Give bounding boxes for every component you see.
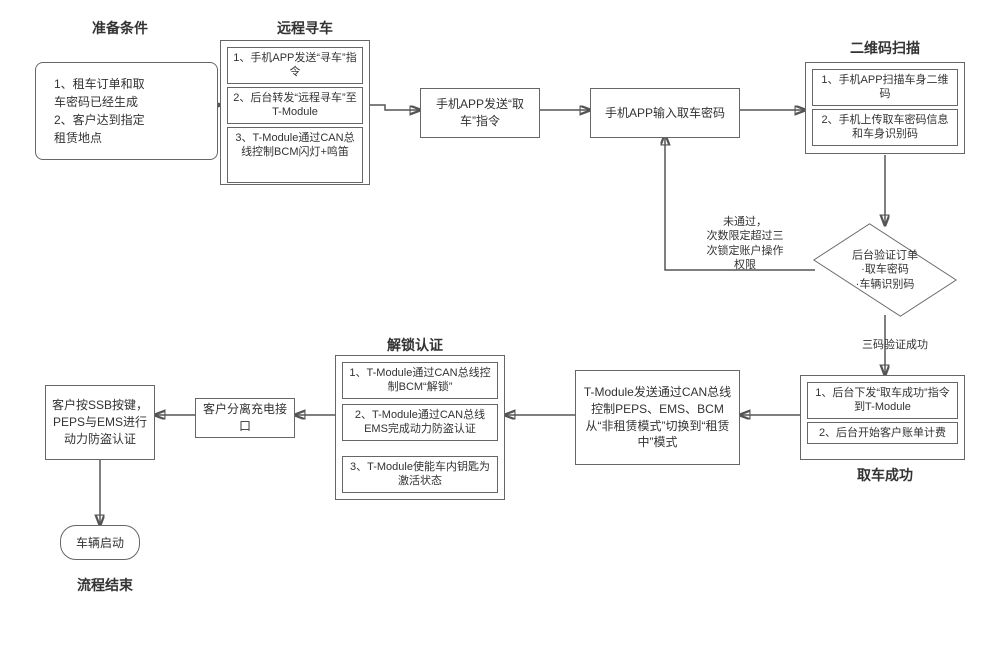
ssb-box: 客户按SSB按键，PEPS与EMS进行动力防盗认证 xyxy=(45,385,155,460)
enter-pwd-text: 手机APP输入取车密码 xyxy=(605,105,725,122)
verify-diamond: 后台验证订单 ·取车密码 ·车辆识别码 xyxy=(815,225,955,315)
title-prep: 准备条件 xyxy=(75,18,165,38)
title-unlock: 解锁认证 xyxy=(370,335,460,355)
ssb-text: 客户按SSB按键，PEPS与EMS进行动力防盗认证 xyxy=(50,397,150,447)
ps-s1: 1、后台下发“取车成功”指令到T-Module xyxy=(807,382,958,419)
pickup-success-box: 1、后台下发“取车成功”指令到T-Module 2、后台开始客户账单计费 xyxy=(800,375,965,460)
unlock-box: 1、T-Module通过CAN总线控制BCM“解锁” 2、T-Module通过C… xyxy=(335,355,505,500)
prep-l3: 2、客户达到指定 xyxy=(54,111,199,129)
start-terminator: 车辆启动 xyxy=(60,525,140,560)
qr-s1: 1、手机APP扫描车身二维码 xyxy=(812,69,958,106)
unlock-s1: 1、T-Module通过CAN总线控制BCM“解锁” xyxy=(342,362,498,399)
mode-switch-text: T-Module发送通过CAN总线控制PEPS、EMS、BCM从“非租赁模式”切… xyxy=(580,384,735,451)
remote-s3: 3、T-Module通过CAN总线控制BCM闪灯+鸣笛 xyxy=(227,127,363,183)
send-pickup-box: 手机APP发送“取车”指令 xyxy=(420,88,540,138)
enter-pwd-box: 手机APP输入取车密码 xyxy=(590,88,740,138)
ps-s2: 2、后台开始客户账单计费 xyxy=(807,422,958,444)
prep-l4: 租赁地点 xyxy=(54,129,199,147)
qr-s2: 2、手机上传取车密码信息和车身识别码 xyxy=(812,109,958,146)
unlock-s3: 3、T-Module使能车内钥匙为激活状态 xyxy=(342,456,498,493)
title-flow-end: 流程结束 xyxy=(60,575,150,595)
verify-t: 后台验证订单 xyxy=(825,249,945,263)
remote-box: 1、手机APP发送“寻车”指令 2、后台转发“远程寻车”至T-Module 3、… xyxy=(220,40,370,185)
verify-a: ·取车密码 xyxy=(825,263,945,277)
charging-text: 客户分离充电接口 xyxy=(200,401,290,435)
mode-switch-box: T-Module发送通过CAN总线控制PEPS、EMS、BCM从“非租赁模式”切… xyxy=(575,370,740,465)
title-remote: 远程寻车 xyxy=(260,18,350,38)
verify-fail-label: 未通过， 次数限定超过三 次锁定账户操作 权限 xyxy=(690,215,800,272)
prep-l2: 车密码已经生成 xyxy=(54,93,199,111)
verify-b: ·车辆识别码 xyxy=(825,277,945,291)
title-qr: 二维码扫描 xyxy=(830,38,940,58)
title-pickup-success: 取车成功 xyxy=(840,465,930,485)
prep-l1: 1、租车订单和取 xyxy=(54,75,199,93)
charging-box: 客户分离充电接口 xyxy=(195,398,295,438)
remote-s1: 1、手机APP发送“寻车”指令 xyxy=(227,47,363,84)
unlock-s2: 2、T-Module通过CAN总线EMS完成动力防盗认证 xyxy=(342,404,498,441)
qr-box: 1、手机APP扫描车身二维码 2、手机上传取车密码信息和车身识别码 xyxy=(805,62,965,154)
start-text: 车辆启动 xyxy=(76,534,124,551)
remote-s2: 2、后台转发“远程寻车”至T-Module xyxy=(227,87,363,124)
verify-ok-label: 三码验证成功 xyxy=(850,338,940,352)
prep-node: 1、租车订单和取 车密码已经生成 2、客户达到指定 租赁地点 xyxy=(35,62,218,160)
send-pickup-text: 手机APP发送“取车”指令 xyxy=(425,96,535,130)
